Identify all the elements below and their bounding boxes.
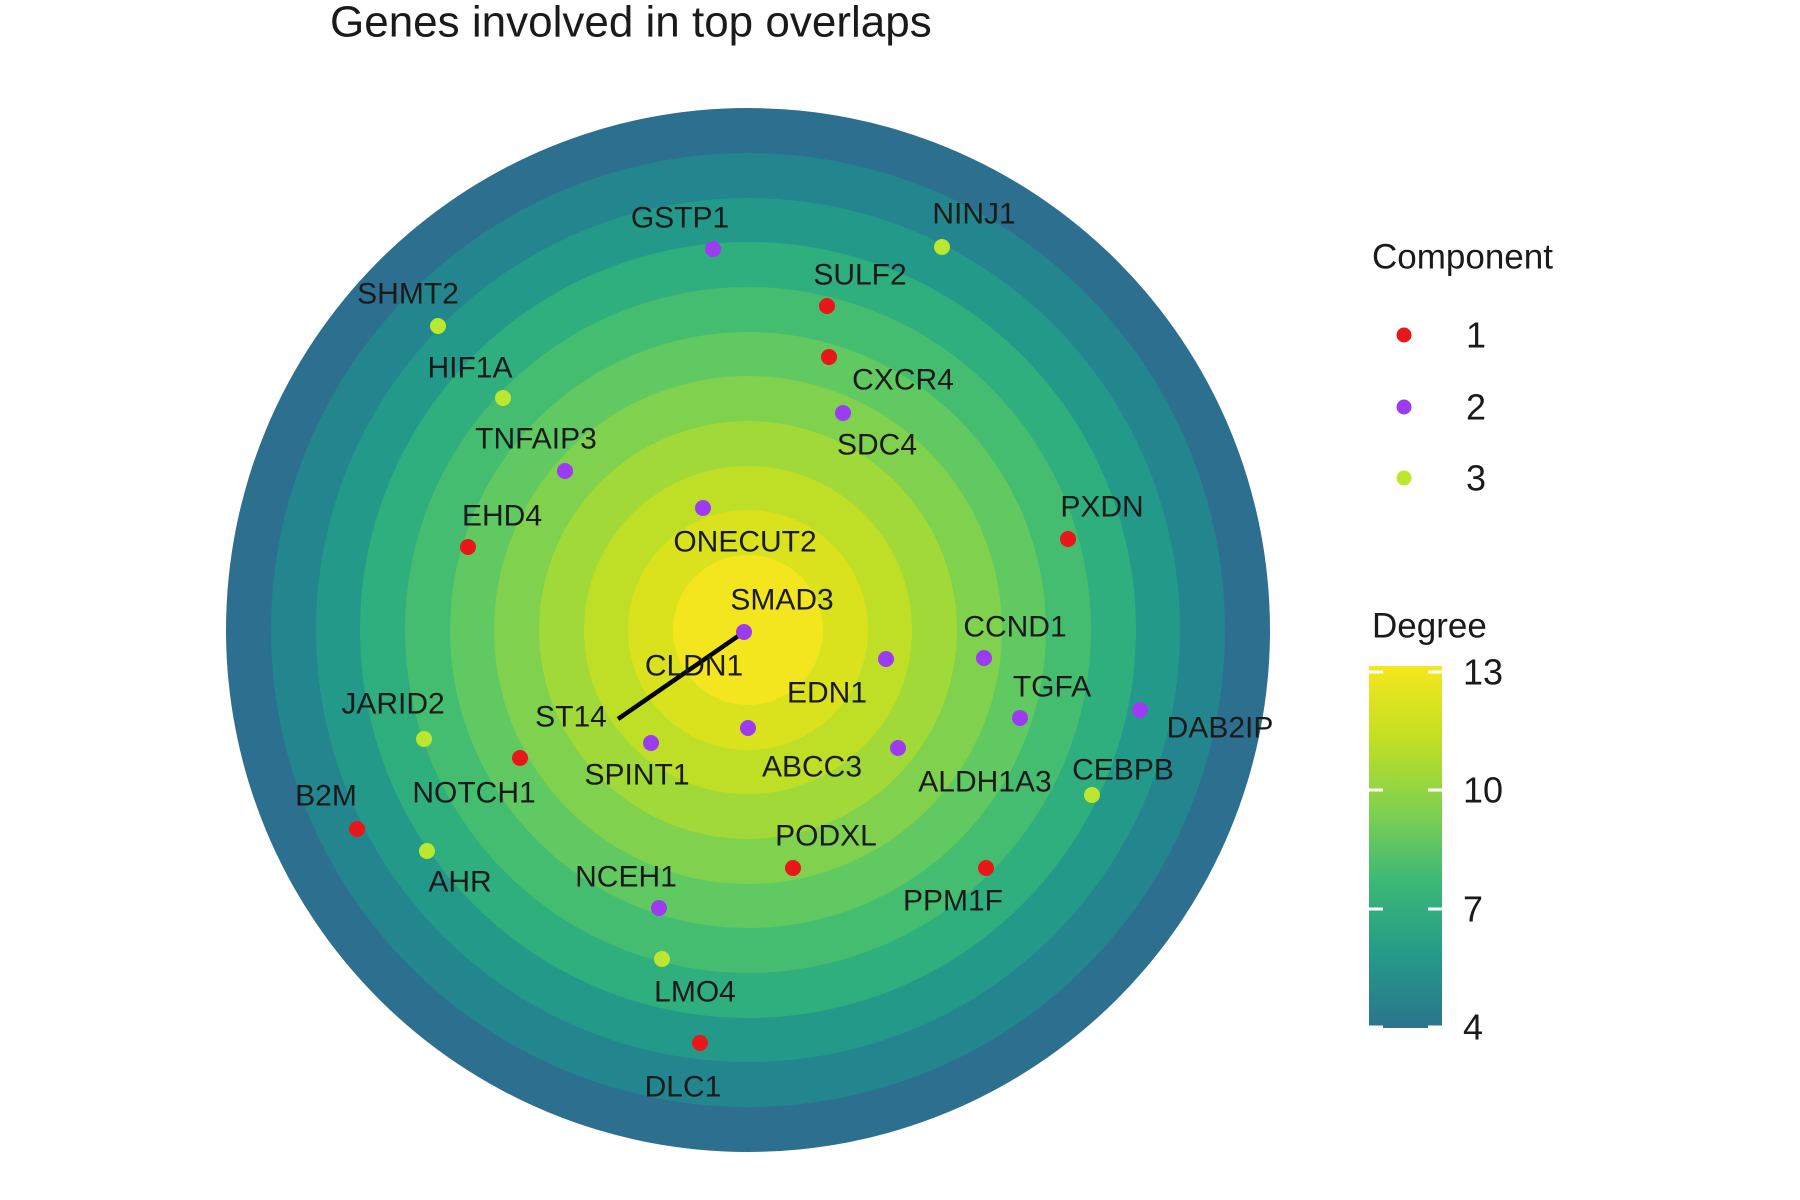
gene-label-smad3: SMAD3 <box>730 584 833 617</box>
network-edges <box>616 630 746 721</box>
gene-dot-spint1 <box>643 735 659 751</box>
gene-dot-dab2ip <box>1132 702 1148 718</box>
gene-label-st14: ST14 <box>535 701 607 734</box>
gene-dot-sulf2 <box>819 298 835 314</box>
degree-tick-label-13: 13 <box>1463 652 1503 693</box>
gene-label-ninj1: NINJ1 <box>932 198 1015 231</box>
gene-dot-nceh1 <box>651 900 667 916</box>
gene-dot-notch1 <box>512 750 528 766</box>
legend-component-dot-3 <box>1396 470 1412 486</box>
legend-component-dot-1 <box>1396 327 1412 343</box>
gene-label-abcc3: ABCC3 <box>762 751 862 784</box>
gene-dot-tgfa <box>1012 710 1028 726</box>
gene-label-dlc1: DLC1 <box>645 1071 722 1104</box>
gene-dot-abcc3 <box>740 720 756 736</box>
gene-label-shmt2: SHMT2 <box>357 278 459 311</box>
gene-label-ccnd1: CCND1 <box>963 611 1066 644</box>
gene-dot-edn1 <box>878 651 894 667</box>
legend-component-label-3: 3 <box>1466 458 1486 499</box>
gene-label-hif1a: HIF1A <box>427 352 512 385</box>
gene-label-ehd4: EHD4 <box>462 500 542 533</box>
gene-dot-onecut2 <box>695 500 711 516</box>
gene-dot-podxl <box>785 860 801 876</box>
gene-label-b2m: B2M <box>295 780 357 813</box>
gene-dot-tnfaip3 <box>557 463 573 479</box>
degree-colorbar <box>1369 666 1442 1028</box>
gene-label-ahr: AHR <box>428 866 491 899</box>
degree-tick-label-4: 4 <box>1463 1007 1483 1048</box>
gene-label-aldh1a3: ALDH1A3 <box>918 766 1051 799</box>
gene-label-cxcr4: CXCR4 <box>852 364 954 397</box>
gene-label-podxl: PODXL <box>775 820 877 853</box>
gene-label-cldn1: CLDN1 <box>645 650 743 683</box>
gene-labels: GSTP1 NINJ1 SHMT2 SULF2 HIF1A CXCR4 TNFAIP3 SDC… <box>295 198 1273 1104</box>
gene-dots <box>349 239 1148 1051</box>
gene-label-tnfaip3: TNFAIP3 <box>475 423 597 456</box>
legend-component-dot-2 <box>1396 399 1412 415</box>
gene-label-jarid2: JARID2 <box>341 688 444 721</box>
gene-label-spint1: SPINT1 <box>584 759 689 792</box>
gene-dot-gstp1 <box>705 241 721 257</box>
gene-label-sulf2: SULF2 <box>813 259 906 292</box>
gene-dot-ppm1f <box>978 860 994 876</box>
legend-degree: Degree 13 10 7 4 <box>1369 607 1503 1048</box>
gene-dot-hif1a <box>495 390 511 406</box>
degree-tick-label-7: 7 <box>1463 889 1483 930</box>
gene-label-ppm1f: PPM1F <box>903 885 1003 918</box>
gene-label-tgfa: TGFA <box>1013 671 1091 704</box>
chart-title: Genes involved in top overlaps <box>330 0 932 47</box>
gene-label-notch1: NOTCH1 <box>412 777 535 810</box>
gene-label-lmo4: LMO4 <box>654 976 736 1009</box>
legend-component-label-2: 2 <box>1466 387 1486 428</box>
legend-component-title: Component <box>1372 238 1553 277</box>
gene-dot-lmo4 <box>654 951 670 967</box>
gene-dot-smad3 <box>736 624 752 640</box>
gene-label-sdc4: SDC4 <box>837 429 917 462</box>
gene-dot-cxcr4 <box>821 349 837 365</box>
gene-dot-ninj1 <box>934 239 950 255</box>
gene-dot-sdc4 <box>835 405 851 421</box>
gene-label-onecut2: ONECUT2 <box>673 526 816 559</box>
edge-smad3-st14 <box>616 630 746 721</box>
gene-dot-aldh1a3 <box>890 740 906 756</box>
gene-label-cebpb: CEBPB <box>1072 754 1174 787</box>
gene-dot-b2m <box>349 821 365 837</box>
gene-label-gstp1: GSTP1 <box>631 202 729 235</box>
legend-component: Component 1 2 3 <box>1372 238 1553 499</box>
gene-dot-ahr <box>419 843 435 859</box>
legend-degree-title: Degree <box>1372 607 1487 646</box>
gene-label-edn1: EDN1 <box>787 677 867 710</box>
gene-dot-cebpb <box>1084 787 1100 803</box>
degree-tick-label-10: 10 <box>1463 770 1503 811</box>
gene-dot-dlc1 <box>692 1035 708 1051</box>
gene-dot-jarid2 <box>416 731 432 747</box>
gene-label-dab2ip: DAB2IP <box>1167 712 1274 745</box>
gene-dot-ehd4 <box>460 539 476 555</box>
gene-label-nceh1: NCEH1 <box>575 861 677 894</box>
gene-dot-shmt2 <box>430 318 446 334</box>
gene-dot-pxdn <box>1060 531 1076 547</box>
legend-component-label-1: 1 <box>1466 315 1486 356</box>
gene-dot-ccnd1 <box>976 650 992 666</box>
gene-label-pxdn: PXDN <box>1060 491 1143 524</box>
